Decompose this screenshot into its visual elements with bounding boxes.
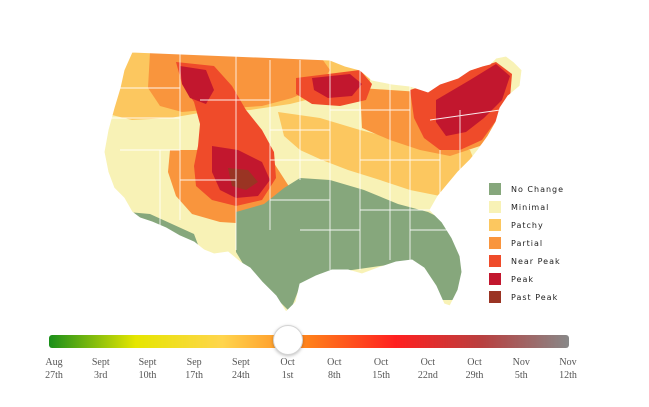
date-tick-label[interactable]: Sept 10th	[138, 357, 157, 381]
legend-item: Near Peak	[489, 252, 609, 270]
legend-item: Minimal	[489, 198, 609, 216]
date-tick-label[interactable]: Sept 3rd	[91, 357, 110, 381]
date-tick-label[interactable]: Nov 5th	[512, 357, 530, 381]
peak-region-north-rockies	[180, 66, 214, 104]
date-tick-label[interactable]: Oct 29th	[465, 357, 484, 381]
date-slider-handle[interactable]	[273, 325, 303, 355]
us-foliage-map	[103, 51, 523, 313]
legend-label: No Change	[511, 184, 565, 194]
legend-swatch	[489, 219, 501, 231]
date-slider-track[interactable]	[49, 335, 569, 348]
date-tick-label[interactable]: Oct 8th	[327, 357, 342, 381]
date-tick-label[interactable]: Sep 17th	[185, 357, 204, 381]
legend-swatch	[489, 273, 501, 285]
legend-item: Patchy	[489, 216, 609, 234]
past-peak-region	[228, 168, 258, 190]
date-tick-label[interactable]: Oct 1st	[280, 357, 295, 381]
legend-swatch	[489, 183, 501, 195]
legend-label: Near Peak	[511, 256, 561, 266]
legend-swatch	[489, 291, 501, 303]
date-tick-label[interactable]: Aug 27th	[45, 357, 63, 381]
legend-label: Patchy	[511, 220, 544, 230]
legend-item: No Change	[489, 180, 609, 198]
legend-item: Peak	[489, 270, 609, 288]
legend-label: Minimal	[511, 202, 550, 212]
legend-swatch	[489, 201, 501, 213]
patchy-region-east	[278, 112, 478, 196]
legend-item: Past Peak	[489, 288, 609, 306]
date-tick-label[interactable]: Oct 22nd	[417, 357, 438, 381]
no-change-region	[236, 178, 466, 312]
peak-region-northeast	[436, 64, 510, 136]
peak-region-minnesota	[312, 74, 362, 98]
legend-label: Peak	[511, 274, 534, 284]
legend: No Change Minimal Patchy Partial Near Peak Pe…	[489, 180, 609, 306]
date-tick-label[interactable]: Oct 15th	[372, 357, 390, 381]
date-tick-label[interactable]: Nov 12th	[559, 357, 577, 381]
us-outline	[103, 51, 523, 313]
date-tick-label[interactable]: Sept 24th	[232, 357, 250, 381]
legend-item: Partial	[489, 234, 609, 252]
state-borders	[104, 52, 501, 270]
legend-label: Partial	[511, 238, 544, 248]
legend-swatch	[489, 255, 501, 267]
legend-label: Past Peak	[511, 292, 559, 302]
legend-swatch	[489, 237, 501, 249]
